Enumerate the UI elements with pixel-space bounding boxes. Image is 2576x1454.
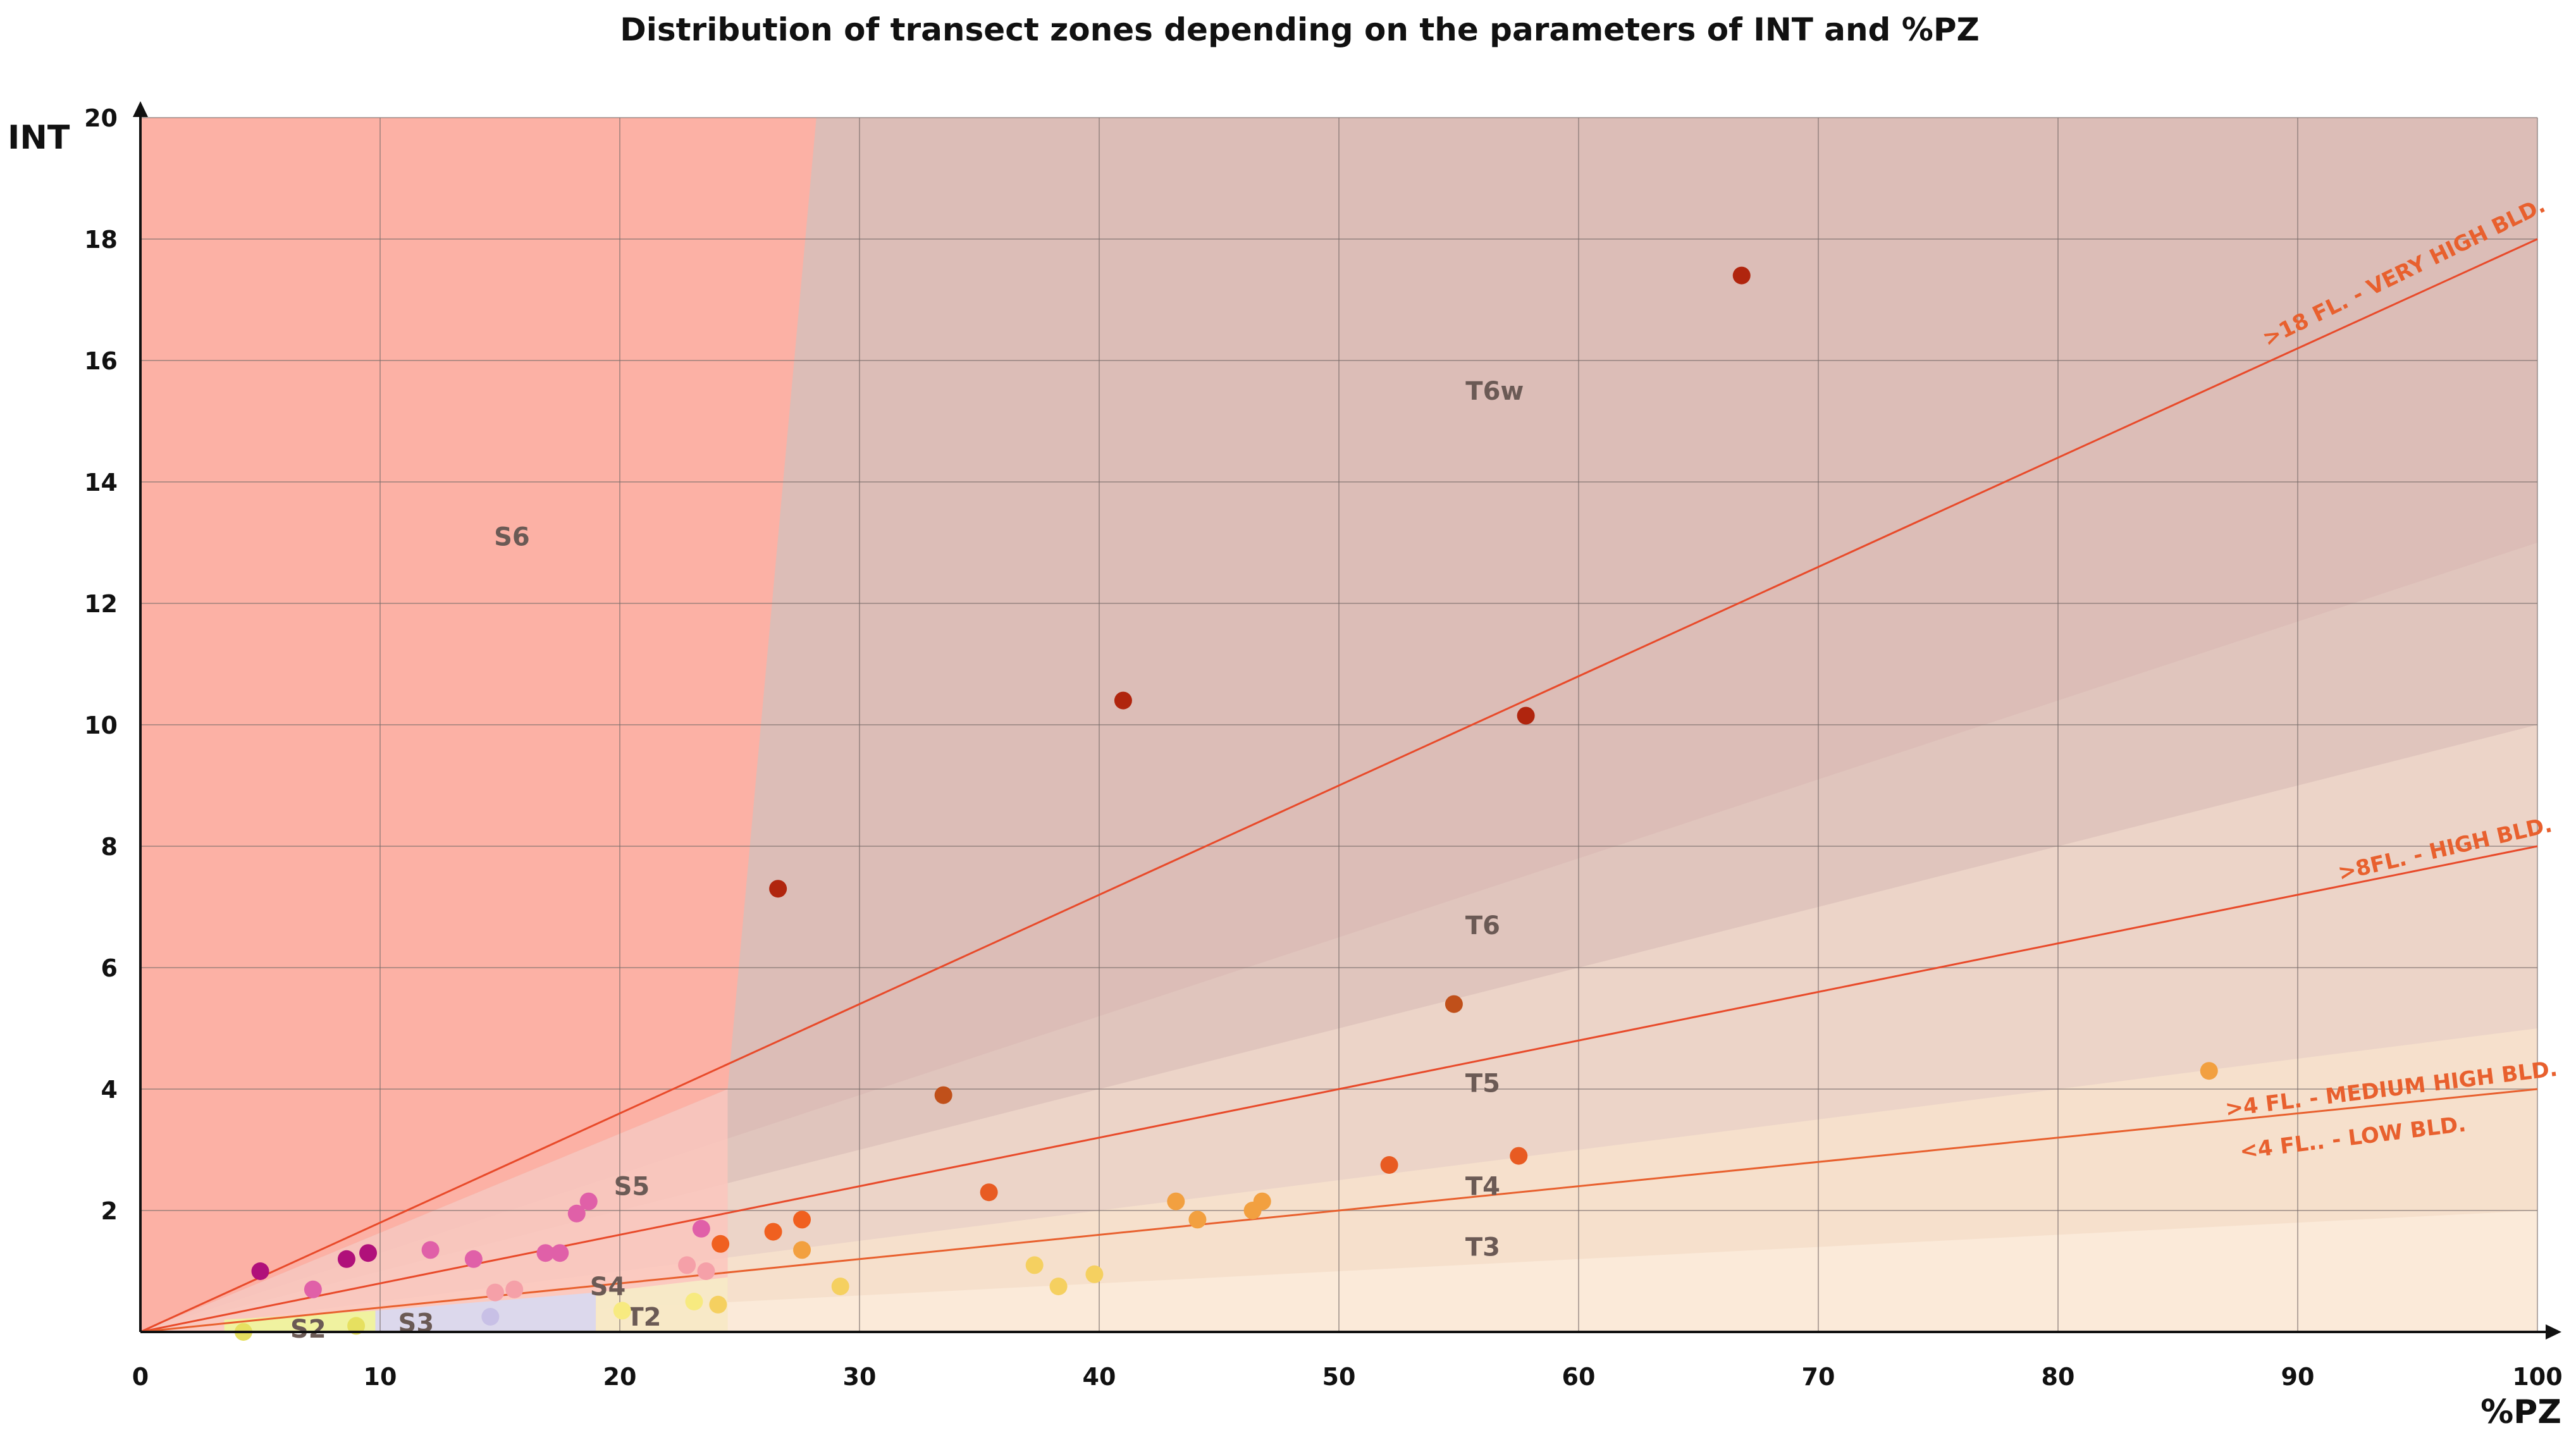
x-tick-label: 10 — [364, 1363, 397, 1391]
data-points — [234, 266, 2218, 1341]
data-point — [692, 1219, 710, 1238]
zone-label-t6: T6 — [1465, 911, 1500, 940]
data-point — [567, 1204, 586, 1223]
data-point — [551, 1244, 569, 1262]
data-point — [934, 1086, 952, 1104]
y-tick-label: 14 — [84, 469, 118, 496]
data-point — [1167, 1192, 1185, 1211]
x-axis-label: %PZ — [2480, 1393, 2561, 1431]
data-point — [793, 1211, 811, 1229]
y-tick-label: 12 — [84, 590, 118, 618]
data-point — [2200, 1062, 2218, 1080]
data-point — [1025, 1256, 1044, 1274]
band-s2 — [224, 1310, 376, 1332]
x-tick-label: 20 — [603, 1363, 637, 1391]
chart-title: Distribution of transect zones depending… — [620, 11, 1980, 48]
data-point — [486, 1283, 504, 1302]
data-point — [251, 1262, 269, 1280]
data-point — [359, 1244, 378, 1262]
zone-label-s6: S6 — [494, 522, 530, 551]
zone-label-t3: T3 — [1465, 1233, 1500, 1262]
x-tick-label: 90 — [2281, 1363, 2315, 1391]
y-tick-label: 18 — [84, 226, 118, 254]
zone-label-s3: S3 — [398, 1309, 434, 1338]
y-tick-label: 4 — [101, 1076, 118, 1104]
zone-label-t2: T2 — [626, 1303, 661, 1332]
zone-label-t4: T4 — [1465, 1173, 1500, 1202]
y-tick-label: 16 — [84, 347, 118, 375]
x-tick-label: 30 — [843, 1363, 877, 1391]
y-axis-arrow — [133, 101, 148, 117]
zone-label-s4: S4 — [590, 1272, 626, 1302]
data-point — [1049, 1278, 1068, 1295]
data-point — [337, 1250, 355, 1268]
data-point — [697, 1262, 715, 1280]
data-point — [1732, 266, 1751, 285]
data-point — [769, 880, 787, 898]
data-point — [304, 1280, 322, 1298]
x-tick-label: 100 — [2512, 1363, 2562, 1391]
y-tick-label: 20 — [84, 104, 118, 132]
x-tick-label: 40 — [1083, 1363, 1116, 1391]
data-point — [1517, 706, 1535, 725]
data-point — [347, 1317, 366, 1335]
data-point — [793, 1241, 811, 1259]
x-axis-arrow — [2546, 1324, 2561, 1340]
zone-label-s5: S5 — [614, 1173, 650, 1202]
zone-label-t6w: T6w — [1465, 377, 1524, 406]
data-point — [685, 1293, 703, 1310]
data-point — [1188, 1211, 1207, 1229]
reference-line — [140, 1088, 2538, 1333]
data-point — [712, 1235, 730, 1253]
x-tick-label: 60 — [1562, 1363, 1596, 1391]
data-point — [481, 1308, 500, 1326]
data-point — [1510, 1147, 1528, 1165]
data-point — [678, 1256, 696, 1274]
tick-labels: 0 10 20 30 40 50 60 70 80 90 100 2 4 6 8 10 12 14 16 18 20 — [84, 104, 2563, 1391]
y-tick-label: 6 — [101, 954, 118, 982]
data-point — [1445, 995, 1463, 1013]
data-point — [579, 1192, 598, 1211]
data-point — [505, 1280, 524, 1298]
data-point — [421, 1241, 440, 1259]
data-point — [464, 1250, 483, 1268]
zone-label-t5: T5 — [1465, 1069, 1500, 1098]
data-point — [764, 1223, 782, 1241]
data-point — [831, 1278, 849, 1295]
y-tick-label: 10 — [84, 712, 118, 739]
y-tick-label: 2 — [101, 1197, 118, 1225]
band-t2 — [596, 1277, 728, 1332]
y-axis-label: INT — [8, 119, 70, 157]
reference-line — [140, 238, 2538, 1333]
data-point — [980, 1183, 998, 1202]
y-tick-label: 8 — [101, 833, 118, 861]
data-point — [1253, 1192, 1271, 1211]
x-tick-label: 70 — [1802, 1363, 1835, 1391]
data-point — [709, 1295, 727, 1314]
data-point — [1085, 1265, 1104, 1283]
data-point — [613, 1302, 631, 1320]
data-point — [1380, 1156, 1398, 1174]
x-tick-label: 80 — [2042, 1363, 2075, 1391]
zone-label-s2: S2 — [290, 1315, 326, 1344]
data-point — [536, 1244, 555, 1262]
data-point — [1114, 691, 1132, 710]
x-tick-label: 0 — [132, 1363, 149, 1391]
axes — [133, 101, 2561, 1340]
x-tick-label: 50 — [1322, 1363, 1356, 1391]
